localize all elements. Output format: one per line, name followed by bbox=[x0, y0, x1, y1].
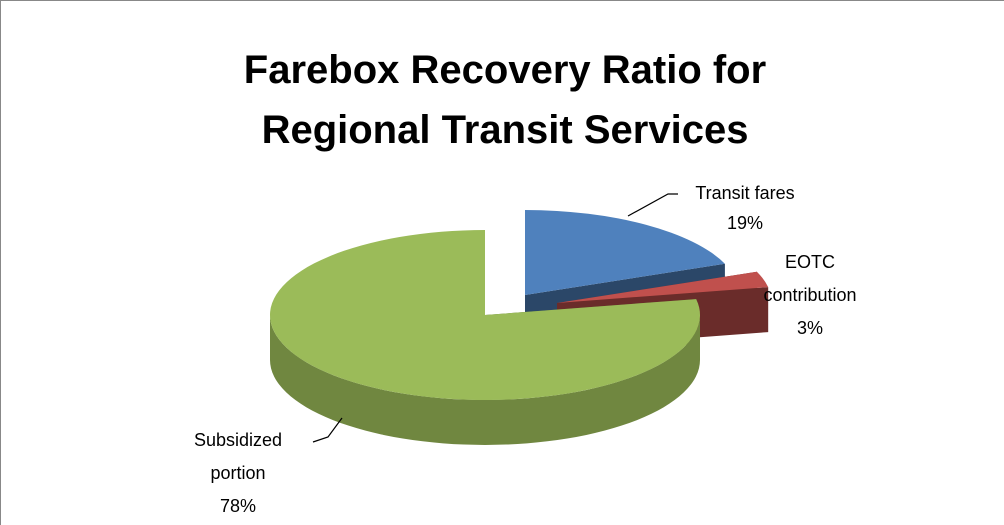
pie bbox=[270, 210, 769, 445]
data-label-name: Transit fares bbox=[695, 183, 795, 203]
data-label-name: Subsidized portion bbox=[193, 430, 283, 483]
data-label-value: 3% bbox=[796, 318, 823, 338]
leader-line bbox=[312, 417, 343, 443]
slice bbox=[525, 210, 725, 295]
slice bbox=[557, 271, 769, 303]
data-label-name: EOTC contribution bbox=[763, 252, 857, 305]
leader-line bbox=[627, 193, 678, 217]
data-label-value: 19% bbox=[726, 213, 764, 233]
data-label-value: 78% bbox=[219, 496, 257, 516]
slice bbox=[270, 230, 700, 400]
chart-title: Farebox Recovery Ratio for Regional Tran… bbox=[243, 48, 767, 152]
slice-side bbox=[270, 315, 700, 445]
